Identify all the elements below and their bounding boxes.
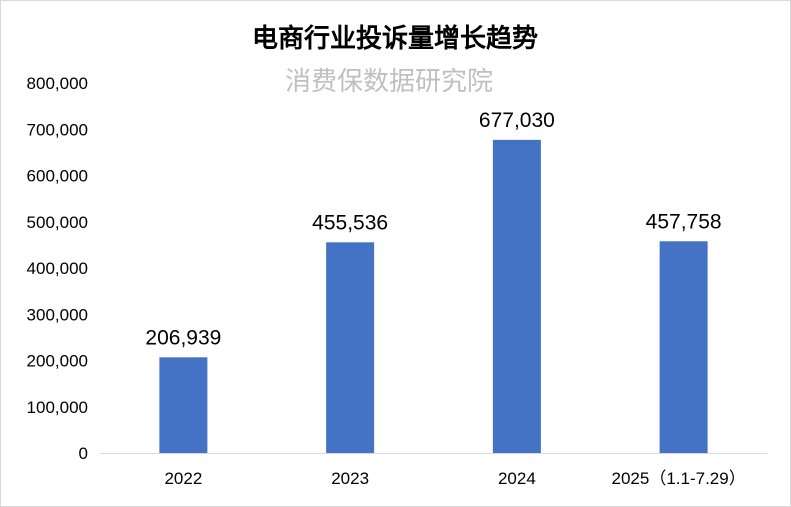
x-tick-label: 2024 — [498, 469, 536, 488]
y-tick-label: 500,000 — [27, 213, 88, 232]
data-label: 677,030 — [479, 109, 555, 132]
bar-2023 — [326, 242, 375, 453]
watermark-text: 消费保数据研究院 — [285, 67, 493, 97]
bar-2024 — [492, 139, 541, 453]
data-labels: 206,939 455,536 677,030 457,758 — [145, 109, 721, 349]
x-tick-label: 2025（1.1-7.29） — [612, 469, 746, 488]
y-tick-label: 600,000 — [27, 167, 88, 186]
bar-2025 — [659, 241, 708, 453]
x-tick-label: 2023 — [331, 469, 369, 488]
bar-2022 — [159, 357, 208, 453]
bar-series — [159, 139, 708, 453]
y-tick-label: 700,000 — [27, 120, 88, 139]
x-tick-label: 2022 — [164, 469, 202, 488]
y-tick-label: 0 — [79, 444, 88, 463]
y-tick-label: 800,000 — [27, 74, 88, 93]
y-axis: 0 100,000 200,000 300,000 400,000 500,000 600,… — [27, 74, 88, 463]
data-label: 206,939 — [145, 326, 221, 349]
y-tick-label: 300,000 — [27, 305, 88, 324]
chart-title: 电商行业投诉量增长趋势 — [252, 23, 538, 54]
y-tick-label: 100,000 — [27, 398, 88, 417]
x-axis: 2022 2023 2024 2025（1.1-7.29） — [164, 469, 745, 488]
data-label: 457,758 — [646, 210, 722, 233]
y-tick-label: 200,000 — [27, 352, 88, 371]
y-tick-label: 400,000 — [27, 259, 88, 278]
data-label: 455,536 — [312, 211, 388, 234]
